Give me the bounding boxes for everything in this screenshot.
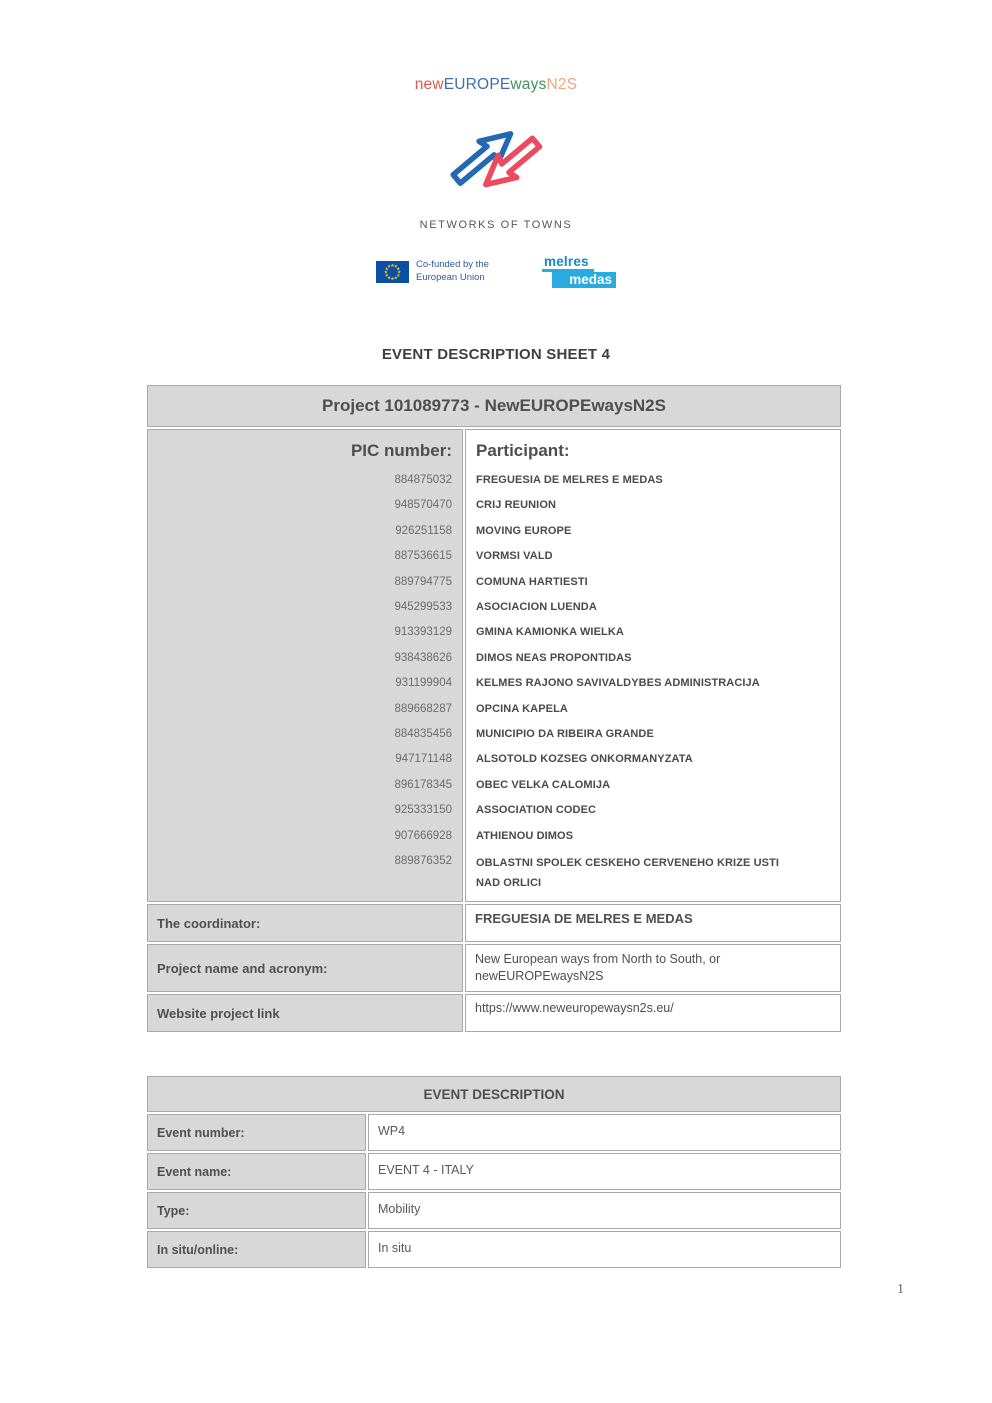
pic-number: 889876352 <box>394 855 452 868</box>
pic-number: 907666928 <box>394 829 452 842</box>
event-row-value: WP4 <box>368 1114 841 1152</box>
event-description-table: EVENT DESCRIPTION Event number: WP4 Even… <box>145 1074 843 1270</box>
pic-number: 926251158 <box>395 524 452 537</box>
event-table-body: EVENT DESCRIPTION Event number: WP4 Even… <box>147 1076 841 1269</box>
pic-number: 889794775 <box>394 575 452 588</box>
project-table-title-row: Project 101089773 - NewEUROPEwaysN2S <box>147 385 841 427</box>
wordmark-segment: N2S <box>546 76 578 93</box>
pic-number-column: PIC number: 884875032 948570470 92625115… <box>147 429 463 903</box>
eu-flag-icon <box>376 260 409 283</box>
document-header: newEUROPEwaysN2S NETWORKS OF TOWNS <box>0 0 992 288</box>
event-row-value: In situ <box>368 1231 841 1269</box>
participant-name: GMINA KAMIONKA WIELKA <box>476 626 624 639</box>
event-table-row: Event number: WP4 <box>147 1114 841 1152</box>
participant-name: OBEC VELKA CALOMIJA <box>476 778 611 791</box>
pic-number: 884835456 <box>394 728 452 741</box>
project-name-label: Project name and acronym: <box>147 944 463 993</box>
project-name-row: Project name and acronym: New European w… <box>147 944 841 993</box>
event-row-label: Type: <box>147 1192 366 1230</box>
pic-number: 884875032 <box>394 474 452 486</box>
participant-name: MUNICIPIO DA RIBEIRA GRANDE <box>476 728 654 741</box>
melres-medas-logo: melres medas <box>542 255 616 288</box>
event-row-label: In situ/online: <box>147 1231 366 1269</box>
pic-number: 948570470 <box>394 499 452 512</box>
participant-list: FREGUESIA DE MELRES E MEDAS CRIJ REUNION… <box>476 468 816 893</box>
pic-number: 938438626 <box>394 651 452 664</box>
participant-name: KELMES RAJONO SAVIVALDYBES ADMINISTRACIJ… <box>476 677 760 690</box>
pic-number-header: PIC number: <box>350 441 452 460</box>
coordinator-row: The coordinator: FREGUESIA DE MELRES E M… <box>147 904 841 943</box>
coordinator-label: The coordinator: <box>147 904 463 943</box>
badges-row: Co-funded by the European Union melres m… <box>0 255 992 288</box>
pic-number: 889668287 <box>394 702 452 715</box>
eu-cofunded-label: Co-funded by the European Union <box>416 259 489 283</box>
pic-number: 896178345 <box>394 778 452 791</box>
project-table: Project 101089773 - NewEUROPEwaysN2S PIC… <box>145 383 843 1034</box>
website-label: Website project link <box>147 994 463 1033</box>
participant-name: FREGUESIA DE MELRES E MEDAS <box>476 474 663 486</box>
participant-name: ATHIENOU DIMOS <box>476 829 574 842</box>
pic-number: 925333150 <box>394 804 452 817</box>
coordinator-value: FREGUESIA DE MELRES E MEDAS <box>465 904 841 943</box>
logo-caption: NETWORKS OF TOWNS <box>419 219 573 231</box>
participant-name: OBLASTNI SPOLEK CESKEHO CERVENEHO KRIZE … <box>476 857 780 890</box>
event-table-title-row: EVENT DESCRIPTION <box>147 1076 841 1113</box>
participant-name: ASOCIACION LUENDA <box>476 601 597 614</box>
project-name-value: New European ways from North to South, o… <box>465 944 841 993</box>
participant-name: CRIJ REUNION <box>476 499 557 512</box>
page-number: 1 <box>897 1282 904 1297</box>
participant-name: VORMSI VALD <box>476 550 553 563</box>
participant-name: MOVING EUROPE <box>476 524 572 537</box>
project-table-title: Project 101089773 - NewEUROPEwaysN2S <box>147 385 841 427</box>
wordmark-segment: new <box>414 76 444 93</box>
event-row-label: Event number: <box>147 1114 366 1152</box>
website-link[interactable]: https://www.neweuropewaysn2s.eu/ <box>465 994 841 1033</box>
networks-of-towns-logo <box>0 108 992 215</box>
participant-name: OPCINA KAPELA <box>476 702 568 715</box>
melres-label: melres <box>542 255 594 272</box>
pic-number: 931199904 <box>395 677 452 690</box>
participant-name: ASSOCIATION CODEC <box>476 804 597 817</box>
event-table-row: In situ/online: In situ <box>147 1231 841 1269</box>
event-row-value: Mobility <box>368 1192 841 1230</box>
pic-number: 887536615 <box>394 550 452 563</box>
participant-name: COMUNA HARTIESTI <box>476 575 588 588</box>
page-title: EVENT DESCRIPTION SHEET 4 <box>381 346 611 363</box>
pic-number: 945299533 <box>394 601 452 614</box>
event-table-title: EVENT DESCRIPTION <box>147 1076 841 1113</box>
pic-number-list: 884875032 948570470 926251158 887536615 … <box>148 468 452 875</box>
wordmark-segment: ways <box>510 76 547 93</box>
event-row-label: Event name: <box>147 1153 366 1191</box>
event-table-row: Type: Mobility <box>147 1192 841 1230</box>
participant-column: Participant: FREGUESIA DE MELRES E MEDAS… <box>465 429 841 903</box>
eu-cofunded-badge: Co-funded by the European Union <box>376 259 506 284</box>
crossed-arrows-icon <box>450 131 543 188</box>
wordmark-segment: EUROPE <box>443 76 511 93</box>
participant-name: ALSOTOLD KOZSEG ONKORMANYZATA <box>476 753 693 766</box>
participant-name: DIMOS NEAS PROPONTIDAS <box>476 651 632 664</box>
event-row-value: EVENT 4 - ITALY <box>368 1153 841 1191</box>
website-row: Website project link https://www.neweuro… <box>147 994 841 1033</box>
event-table-row: Event name: EVENT 4 - ITALY <box>147 1153 841 1191</box>
pic-number: 947171148 <box>395 753 452 766</box>
project-wordmark: newEUROPEwaysN2S <box>0 76 992 94</box>
medas-label: medas <box>552 272 616 288</box>
participant-header: Participant: <box>476 441 570 460</box>
pic-number: 913393129 <box>394 626 452 639</box>
participants-row: PIC number: 884875032 948570470 92625115… <box>147 429 841 903</box>
